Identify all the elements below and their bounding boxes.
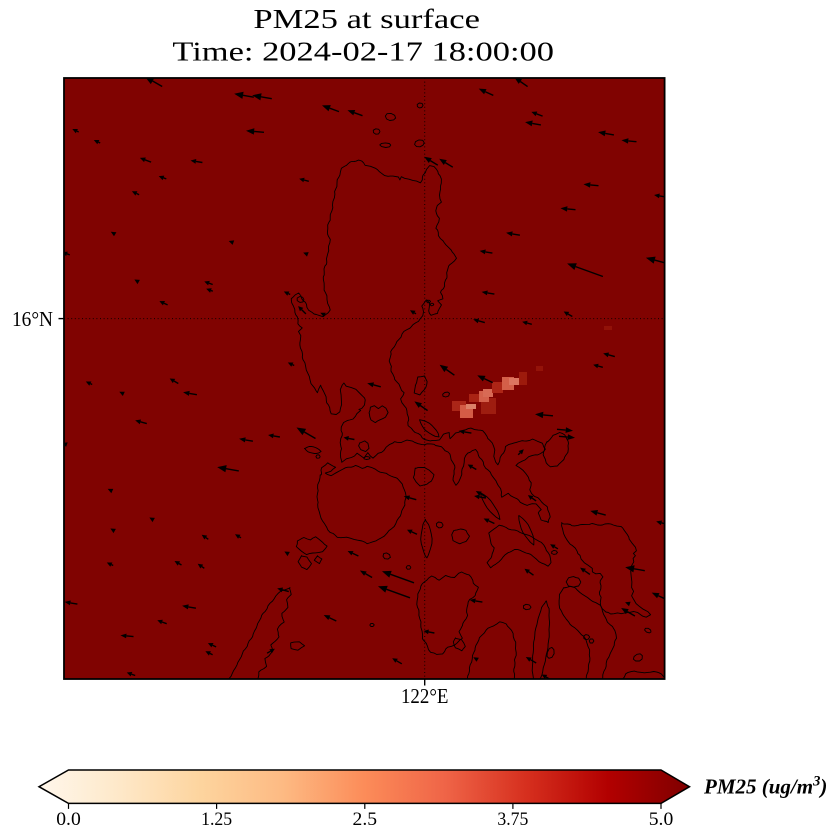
svg-text:Time: 2024-02-17 18:00:00: Time: 2024-02-17 18:00:00 — [172, 36, 554, 67]
svg-text:2.5: 2.5 — [353, 810, 378, 830]
svg-text:3.75: 3.75 — [497, 810, 528, 830]
svg-text:PM25 at surface: PM25 at surface — [253, 3, 480, 34]
svg-text:5.0: 5.0 — [649, 810, 674, 830]
svg-text:1.25: 1.25 — [201, 810, 232, 830]
svg-text:PM25 (ug/m3): PM25 (ug/m3) — [703, 773, 827, 798]
svg-text:16°N: 16°N — [12, 307, 53, 331]
svg-text:0.0: 0.0 — [56, 810, 81, 830]
svg-text:122°E: 122°E — [401, 684, 449, 708]
